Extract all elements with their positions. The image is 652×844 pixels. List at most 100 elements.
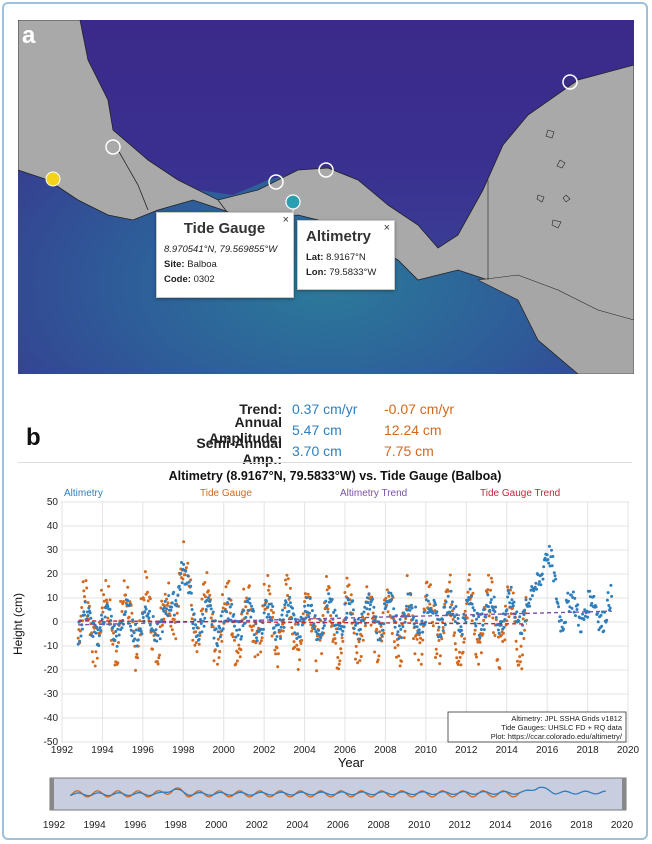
data-point <box>242 587 246 591</box>
data-point <box>519 644 523 648</box>
data-point <box>170 628 174 632</box>
data-point <box>293 645 297 649</box>
data-point <box>258 641 262 645</box>
data-point <box>239 648 243 652</box>
data-point <box>298 658 302 662</box>
data-point <box>259 650 263 654</box>
data-point <box>467 578 471 582</box>
data-point <box>477 615 481 619</box>
data-point <box>227 579 231 583</box>
data-point <box>436 635 440 639</box>
data-point <box>78 629 82 633</box>
navigator-left-handle[interactable] <box>50 778 54 810</box>
gauge-marker[interactable] <box>562 74 578 90</box>
range-navigator[interactable]: 1992 1994 1996 1998 2000 2002 2004 2006 2008 2010… <box>10 772 640 834</box>
data-point <box>295 637 299 640</box>
data-point <box>209 607 213 611</box>
data-point <box>517 619 521 623</box>
data-point <box>274 652 278 656</box>
data-point <box>360 634 364 638</box>
data-point <box>115 644 119 648</box>
data-point <box>116 627 120 631</box>
data-point <box>448 573 452 577</box>
data-point <box>499 633 503 637</box>
gauge-marker[interactable] <box>105 139 121 155</box>
data-point <box>100 606 104 610</box>
central-america-land <box>18 20 634 374</box>
data-point <box>567 599 570 603</box>
data-point <box>359 655 363 658</box>
data-point <box>325 588 329 592</box>
chart-legend: Altimetry Tide Gauge Altimetry Trend Tide G… <box>64 488 560 499</box>
data-point <box>298 635 302 639</box>
gauge-marker[interactable] <box>268 174 284 190</box>
data-point <box>524 598 528 602</box>
data-point <box>291 632 294 636</box>
data-point <box>475 655 478 659</box>
navigator-right-handle[interactable] <box>622 778 626 810</box>
x-tick-label: 2006 <box>334 745 357 756</box>
data-point <box>236 651 240 655</box>
data-point <box>412 637 415 641</box>
legend-item: Altimetry Trend <box>340 488 407 499</box>
data-point <box>219 614 223 618</box>
data-point <box>170 601 174 605</box>
close-icon[interactable]: × <box>383 222 390 234</box>
data-point <box>210 623 214 626</box>
data-point <box>195 650 199 654</box>
timeseries-chart[interactable]: Altimetry (8.9167°N, 79.5833°W) vs. Tide… <box>10 466 640 770</box>
data-point <box>221 627 225 631</box>
data-point <box>512 600 516 604</box>
data-point <box>262 627 265 631</box>
sea-level-map[interactable] <box>18 20 634 374</box>
data-point <box>160 618 164 622</box>
data-point <box>133 637 137 641</box>
gauge-marker[interactable] <box>318 162 334 178</box>
data-point <box>395 655 398 659</box>
data-point <box>599 613 603 617</box>
data-point <box>176 593 180 597</box>
data-point <box>272 626 276 630</box>
data-point <box>402 636 406 640</box>
data-point <box>155 660 159 664</box>
data-point <box>359 627 362 631</box>
navigator-window[interactable] <box>49 777 627 811</box>
data-point <box>200 597 204 601</box>
data-point <box>91 635 95 638</box>
data-point <box>448 610 452 614</box>
navigator-tick-label: 2004 <box>286 820 309 831</box>
data-point <box>181 577 185 581</box>
data-point <box>453 620 457 624</box>
data-point <box>292 613 296 617</box>
data-point <box>146 590 149 594</box>
balboa-gauge-marker[interactable] <box>285 194 301 210</box>
data-point <box>130 634 134 638</box>
data-point <box>395 633 399 637</box>
data-point <box>84 579 88 583</box>
data-point <box>541 577 545 581</box>
data-point <box>175 611 179 615</box>
legend-item: Altimetry <box>64 488 103 499</box>
data-point <box>166 614 170 618</box>
data-point <box>270 634 274 638</box>
data-point <box>438 654 442 658</box>
data-point <box>608 606 612 610</box>
data-point <box>465 616 469 620</box>
data-point <box>129 628 133 632</box>
selected-gauge-marker[interactable] <box>45 171 61 187</box>
data-point <box>220 639 224 643</box>
data-point <box>267 588 270 592</box>
data-point <box>197 637 201 641</box>
data-point <box>275 635 279 638</box>
data-point <box>426 599 430 603</box>
data-point <box>296 632 299 636</box>
data-point <box>496 658 500 661</box>
data-point <box>459 663 463 667</box>
y-tick-label: -40 <box>44 713 59 724</box>
close-icon[interactable]: × <box>282 214 289 226</box>
data-point <box>349 612 353 616</box>
data-point <box>105 598 108 602</box>
data-point <box>417 658 420 662</box>
data-point <box>450 603 454 607</box>
data-point <box>240 635 244 638</box>
